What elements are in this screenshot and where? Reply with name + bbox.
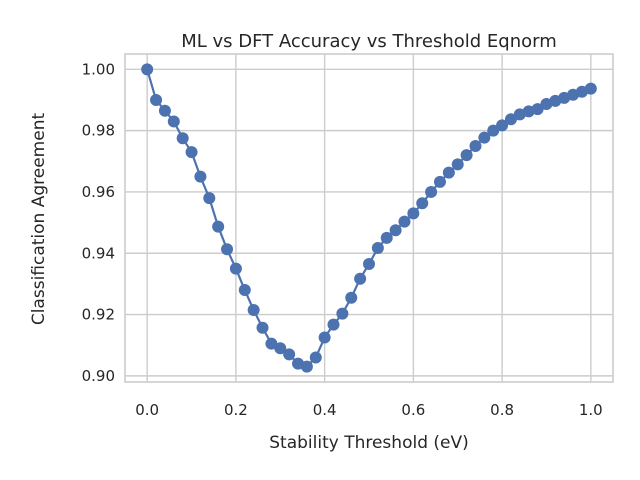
data-point <box>425 185 438 198</box>
y-tick-label: 0.96 <box>82 183 115 201</box>
y-axis-label: Classification Agreement <box>29 113 49 326</box>
data-point <box>389 224 402 237</box>
data-point <box>221 243 234 256</box>
data-point <box>194 170 207 183</box>
data-point <box>354 272 367 285</box>
data-point <box>584 82 597 95</box>
data-point <box>380 231 393 244</box>
data-point <box>398 215 411 228</box>
y-tick-label: 0.94 <box>82 244 115 262</box>
plot-frame <box>124 53 614 383</box>
x-axis-ticks: 0.0 0.2 0.4 0.6 0.8 1.0 <box>135 401 602 419</box>
data-point <box>212 220 225 233</box>
data-point <box>407 207 420 220</box>
data-point <box>442 166 455 179</box>
data-point <box>327 318 340 331</box>
data-point <box>274 342 287 355</box>
data-point <box>451 158 464 171</box>
y-tick-label: 0.92 <box>82 306 115 324</box>
y-axis-ticks: 0.90 0.92 0.94 0.96 0.98 1.00 <box>82 60 115 385</box>
data-point <box>265 337 278 350</box>
x-tick-label: 1.0 <box>579 401 603 419</box>
data-point <box>371 242 384 255</box>
data-point <box>229 262 242 275</box>
data-point <box>469 139 482 152</box>
y-tick-label: 1.00 <box>82 60 115 78</box>
data-point <box>433 175 446 188</box>
data-point <box>238 284 251 297</box>
data-point <box>487 124 500 137</box>
x-axis-label: Stability Threshold (eV) <box>269 433 469 453</box>
x-tick-label: 0.8 <box>490 401 514 419</box>
series-layer <box>141 63 597 373</box>
data-point <box>158 104 171 117</box>
data-point <box>336 307 349 320</box>
data-point <box>203 192 216 205</box>
data-point <box>141 63 154 76</box>
data-point <box>167 115 180 128</box>
data-point <box>496 119 509 132</box>
data-point <box>345 291 358 304</box>
data-point <box>247 303 260 316</box>
chart-title: ML vs DFT Accuracy vs Threshold Eqnorm <box>181 31 557 52</box>
x-tick-label: 0.4 <box>313 401 337 419</box>
x-tick-label: 0.2 <box>224 401 248 419</box>
grid <box>125 54 613 382</box>
data-point <box>363 257 375 270</box>
x-tick-label: 0.0 <box>135 401 159 419</box>
data-point <box>478 131 491 144</box>
data-point <box>300 360 313 373</box>
data-point <box>460 149 473 162</box>
data-point <box>531 103 544 116</box>
y-tick-label: 0.90 <box>82 367 115 385</box>
data-point <box>504 113 517 126</box>
x-tick-label: 0.6 <box>401 401 425 419</box>
data-point <box>176 132 189 145</box>
data-point <box>309 351 322 364</box>
data-point <box>150 93 163 106</box>
data-point <box>416 197 429 210</box>
data-point <box>283 348 296 361</box>
data-point <box>185 146 198 159</box>
data-point <box>256 321 269 334</box>
data-point <box>318 331 331 344</box>
y-tick-label: 0.98 <box>82 122 115 140</box>
